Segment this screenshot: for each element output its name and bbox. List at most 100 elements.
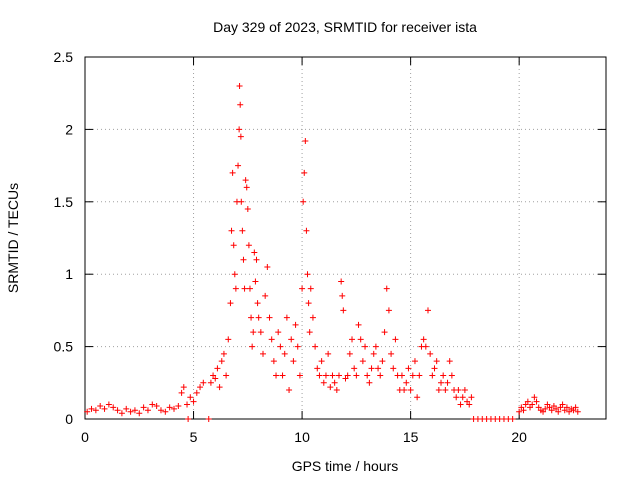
data-point [197,384,204,391]
data-point [229,169,236,176]
data-point [264,263,271,270]
y-tick-label: 0 [65,411,73,427]
data-point [431,365,438,372]
data-point [453,394,460,401]
data-point [273,372,280,379]
data-point [144,407,151,414]
data-point [268,336,275,343]
x-tick-label: 10 [294,429,310,445]
data-point [359,358,366,365]
data-point [262,292,269,299]
data-point [153,402,160,409]
data-point [292,321,299,328]
data-point [249,343,256,350]
y-tick-label: 0.5 [54,339,74,355]
data-point [253,256,260,263]
data-point [185,416,192,422]
data-point [327,384,334,391]
data-point [466,401,473,408]
data-point [301,169,308,176]
data-point [440,372,447,379]
data-point [184,401,191,408]
data-point [84,408,91,415]
data-point [401,387,408,394]
data-point [227,300,234,307]
data-point [236,126,243,133]
data-point [411,358,418,365]
data-point [309,314,316,321]
data-point [307,285,314,292]
data-point [461,387,468,394]
data-point [214,365,221,372]
data-point [223,372,230,379]
data-point [114,407,121,414]
chart-title: Day 329 of 2023, SRMTID for receiver ist… [213,19,477,35]
data-point [300,198,307,205]
data-point [364,372,371,379]
data-point [355,321,362,328]
data-point [377,372,384,379]
data-point [281,350,288,357]
data-point [149,401,156,408]
data-point [240,256,247,263]
data-point [370,350,377,357]
data-point [392,336,399,343]
data-point [193,389,200,396]
data-point [375,365,382,372]
data-point [303,227,310,234]
data-point [302,137,309,144]
data-point [529,401,536,408]
data-point [260,350,267,357]
data-point [572,404,579,411]
data-point [409,372,416,379]
data-point [516,408,523,415]
data-point [218,358,225,365]
data-point [366,379,373,386]
x-tick-label: 5 [190,429,198,445]
data-point [296,372,303,379]
data-point [420,336,427,343]
data-point [277,343,284,350]
data-point [314,365,321,372]
data-point [248,314,255,321]
data-point [398,372,405,379]
data-point [190,398,197,405]
data-point [304,271,311,278]
y-tick-label: 2.5 [54,49,74,65]
data-point [140,404,147,411]
data-point [372,343,379,350]
data-point [531,394,538,401]
data-point [416,372,423,379]
data-point [346,350,353,357]
data-point [390,365,397,372]
data-point [97,402,104,409]
data-point [329,372,336,379]
data-point [322,372,329,379]
data-point [237,133,244,140]
data-point [444,379,451,386]
data-point [316,372,323,379]
data-point [333,387,340,394]
data-point [455,387,462,394]
data-point [446,358,453,365]
data-point [414,394,421,401]
data-point [320,379,327,386]
data-point [166,404,173,411]
data-point [157,407,164,414]
data-point [236,82,243,89]
data-point [385,307,392,314]
x-axis-label: GPS time / hours [292,458,399,474]
data-point [123,405,130,412]
data-point [237,101,244,108]
data-point [340,307,347,314]
data-point [92,407,99,414]
data-point [286,387,293,394]
data-point [178,389,185,396]
data-point [438,379,445,386]
data-point [457,401,464,408]
data-point [509,416,516,422]
data-point [318,358,325,365]
data-point [105,401,112,408]
data-point [239,227,246,234]
data-point [379,358,386,365]
